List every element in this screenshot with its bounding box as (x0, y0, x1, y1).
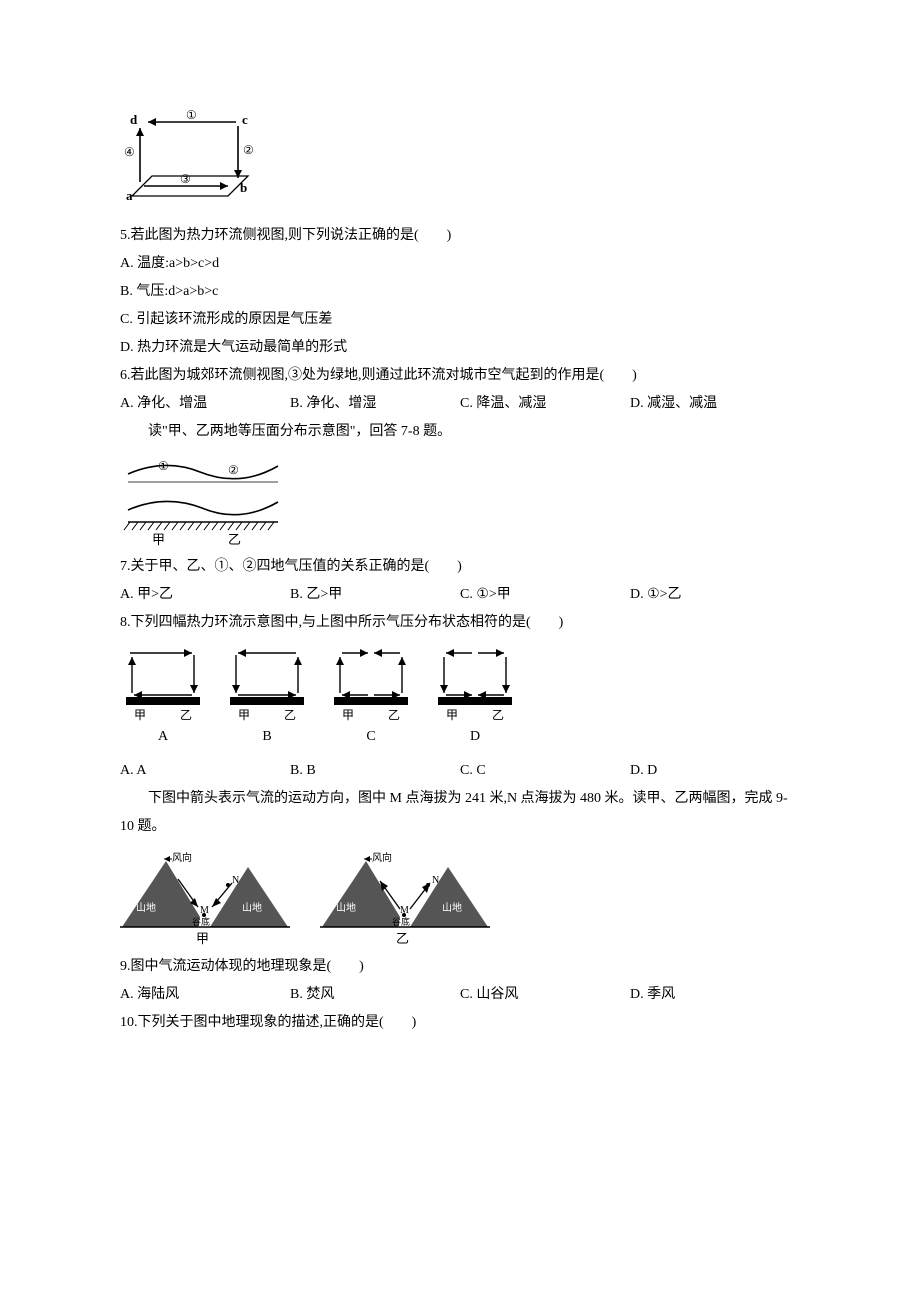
q5-option-b: B. 气压:d>a>b>c (120, 278, 800, 306)
subfig-b-yi: 乙 (284, 708, 296, 721)
figure-mountain-valley: 山地 山地 谷底 风向 N M 甲 山地 山地 谷底 (120, 849, 800, 949)
label-circ1: ① (186, 108, 197, 122)
subfigure-c: 甲 乙 (328, 643, 414, 721)
q8-option-a: A. A (120, 757, 290, 785)
q9-options: A. 海陆风 B. 焚风 C. 山谷风 D. 季风 (120, 981, 800, 1009)
q9-stem: 9.图中气流运动体现的地理现象是( ) (120, 953, 800, 981)
caption-d: D (432, 723, 518, 751)
q8-options: A. A B. B C. C D. D (120, 757, 800, 785)
label-b: b (240, 180, 247, 195)
figure-thermal-circulation: d c a b ① ② ③ ④ (120, 106, 800, 216)
subfigure-d: 甲 乙 (432, 643, 518, 721)
q6-option-c: C. 降温、减湿 (460, 390, 630, 418)
q9-option-a: A. 海陆风 (120, 981, 290, 1009)
caption-b: B (224, 723, 310, 751)
intro-7-8: 读"甲、乙两地等压面分布示意图"，回答 7-8 题。 (120, 418, 800, 446)
q7-option-d: D. ①>乙 (630, 581, 800, 609)
subfig-c-jia: 甲 (342, 708, 354, 721)
label-jia: 甲 (152, 532, 165, 547)
subfig-a-yi: 乙 (180, 708, 192, 721)
q7-option-b: B. 乙>甲 (290, 581, 460, 609)
label-circle2: ② (228, 463, 239, 477)
q8-option-d: D. D (630, 757, 800, 785)
caption-c: C (328, 723, 414, 751)
q5-stem: 5.若此图为热力环流侧视图,则下列说法正确的是( ) (120, 222, 800, 250)
q9-option-b: B. 焚风 (290, 981, 460, 1009)
subfigure-b: 甲 乙 (224, 643, 310, 721)
subfigure-captions: A B C D (120, 723, 800, 751)
q8-option-c: C. C (460, 757, 630, 785)
q7-options: A. 甲>乙 B. 乙>甲 C. ①>甲 D. ①>乙 (120, 581, 800, 609)
label-c: c (242, 112, 248, 127)
label-fengxiang: 风向 (172, 851, 192, 864)
label-a: a (126, 188, 133, 203)
label-circ2: ② (243, 143, 254, 157)
intro-9-10: 下图中箭头表示气流的运动方向，图中 M 点海拔为 241 米,N 点海拔为 48… (120, 785, 800, 841)
document-page: d c a b ① ② ③ ④ 5.若此图为热力环流侧视图,则下列说法正确的是( (0, 0, 920, 1117)
q7-option-c: C. ①>甲 (460, 581, 630, 609)
q6-option-a: A. 净化、增温 (120, 390, 290, 418)
label-shan-r: 山地 (242, 901, 262, 914)
mountain-fig-yi: 山地 山地 谷底 风向 N M 乙 (320, 849, 490, 949)
subfig-b-jia: 甲 (238, 708, 250, 721)
subfig-d-yi: 乙 (492, 708, 504, 721)
q7-stem: 7.关于甲、乙、①、②四地气压值的关系正确的是( ) (120, 553, 800, 581)
q9-option-c: C. 山谷风 (460, 981, 630, 1009)
subfigure-a: 甲 乙 (120, 643, 206, 721)
q8-stem: 8.下列四幅热力环流示意图中,与上图中所示气压分布状态相符的是( ) (120, 609, 800, 637)
label-gudi2: 谷底 (392, 916, 410, 927)
label-yi-cap: 乙 (396, 931, 409, 946)
mountain-fig-jia: 山地 山地 谷底 风向 N M 甲 (120, 849, 290, 949)
label-fengxiang2: 风向 (372, 851, 392, 864)
label-m: M (200, 905, 209, 916)
q10-stem: 10.下列关于图中地理现象的描述,正确的是( ) (120, 1009, 800, 1037)
label-jia-cap: 甲 (196, 931, 209, 946)
caption-a: A (120, 723, 206, 751)
q6-options: A. 净化、增温 B. 净化、增湿 C. 降温、减湿 D. 减湿、减温 (120, 390, 800, 418)
label-circle1: ① (158, 459, 169, 473)
label-gudi: 谷底 (192, 916, 210, 927)
label-shan-l2: 山地 (336, 901, 356, 914)
q9-option-d: D. 季风 (630, 981, 800, 1009)
subfig-d-jia: 甲 (446, 708, 458, 721)
q6-stem: 6.若此图为城郊环流侧视图,③处为绿地,则通过此环流对城市空气起到的作用是( ) (120, 362, 800, 390)
q5-option-c: C. 引起该环流形成的原因是气压差 (120, 306, 800, 334)
subfig-c-yi: 乙 (388, 708, 400, 721)
label-yi: 乙 (228, 532, 241, 547)
label-d: d (130, 112, 138, 127)
label-shan-r2: 山地 (442, 901, 462, 914)
label-m2: M (400, 905, 409, 916)
q6-option-b: B. 净化、增湿 (290, 390, 460, 418)
label-circ4: ④ (124, 145, 135, 159)
q7-option-a: A. 甲>乙 (120, 581, 290, 609)
label-n: N (232, 875, 239, 886)
q5-option-d: D. 热力环流是大气运动最简单的形式 (120, 334, 800, 362)
q6-option-d: D. 减湿、减温 (630, 390, 800, 418)
q8-option-b: B. B (290, 757, 460, 785)
figure-isobaric-surfaces: ① ② 甲 乙 (120, 452, 800, 547)
label-n2: N (432, 875, 439, 886)
label-circ3: ③ (180, 172, 191, 186)
label-shan-l: 山地 (136, 901, 156, 914)
subfig-a-jia: 甲 (134, 708, 146, 721)
q5-option-a: A. 温度:a>b>c>d (120, 250, 800, 278)
figure-four-circulations: 甲 乙 甲 乙 (120, 643, 800, 721)
